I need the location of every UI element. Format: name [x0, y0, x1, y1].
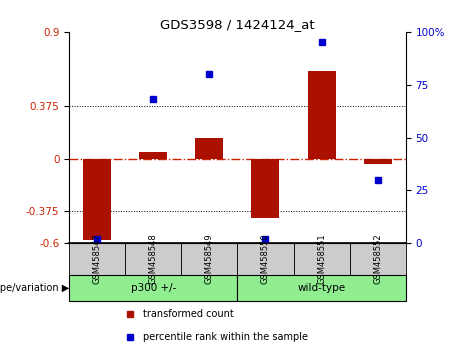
- Bar: [251, 159, 279, 218]
- Text: transformed count: transformed count: [143, 309, 234, 319]
- Bar: [364, 159, 392, 164]
- Bar: [83, 159, 111, 240]
- Text: percentile rank within the sample: percentile rank within the sample: [143, 332, 308, 342]
- Bar: [349, 243, 406, 275]
- Text: GSM458552: GSM458552: [373, 234, 382, 284]
- Title: GDS3598 / 1424124_at: GDS3598 / 1424124_at: [160, 18, 315, 31]
- Bar: [181, 243, 237, 275]
- Text: GSM458547: GSM458547: [93, 234, 102, 284]
- Bar: [69, 243, 125, 275]
- Bar: [195, 137, 224, 159]
- Bar: [139, 152, 167, 159]
- Text: GSM458551: GSM458551: [317, 234, 326, 284]
- Text: genotype/variation ▶: genotype/variation ▶: [0, 283, 69, 293]
- Bar: [237, 275, 406, 301]
- Text: GSM458550: GSM458550: [261, 234, 270, 284]
- Bar: [125, 243, 181, 275]
- Text: GSM458548: GSM458548: [149, 234, 158, 284]
- Bar: [294, 243, 349, 275]
- Bar: [237, 243, 294, 275]
- Bar: [69, 275, 237, 301]
- Text: p300 +/-: p300 +/-: [130, 283, 176, 293]
- Text: GSM458549: GSM458549: [205, 234, 214, 284]
- Text: wild-type: wild-type: [297, 283, 346, 293]
- Bar: [307, 71, 336, 159]
